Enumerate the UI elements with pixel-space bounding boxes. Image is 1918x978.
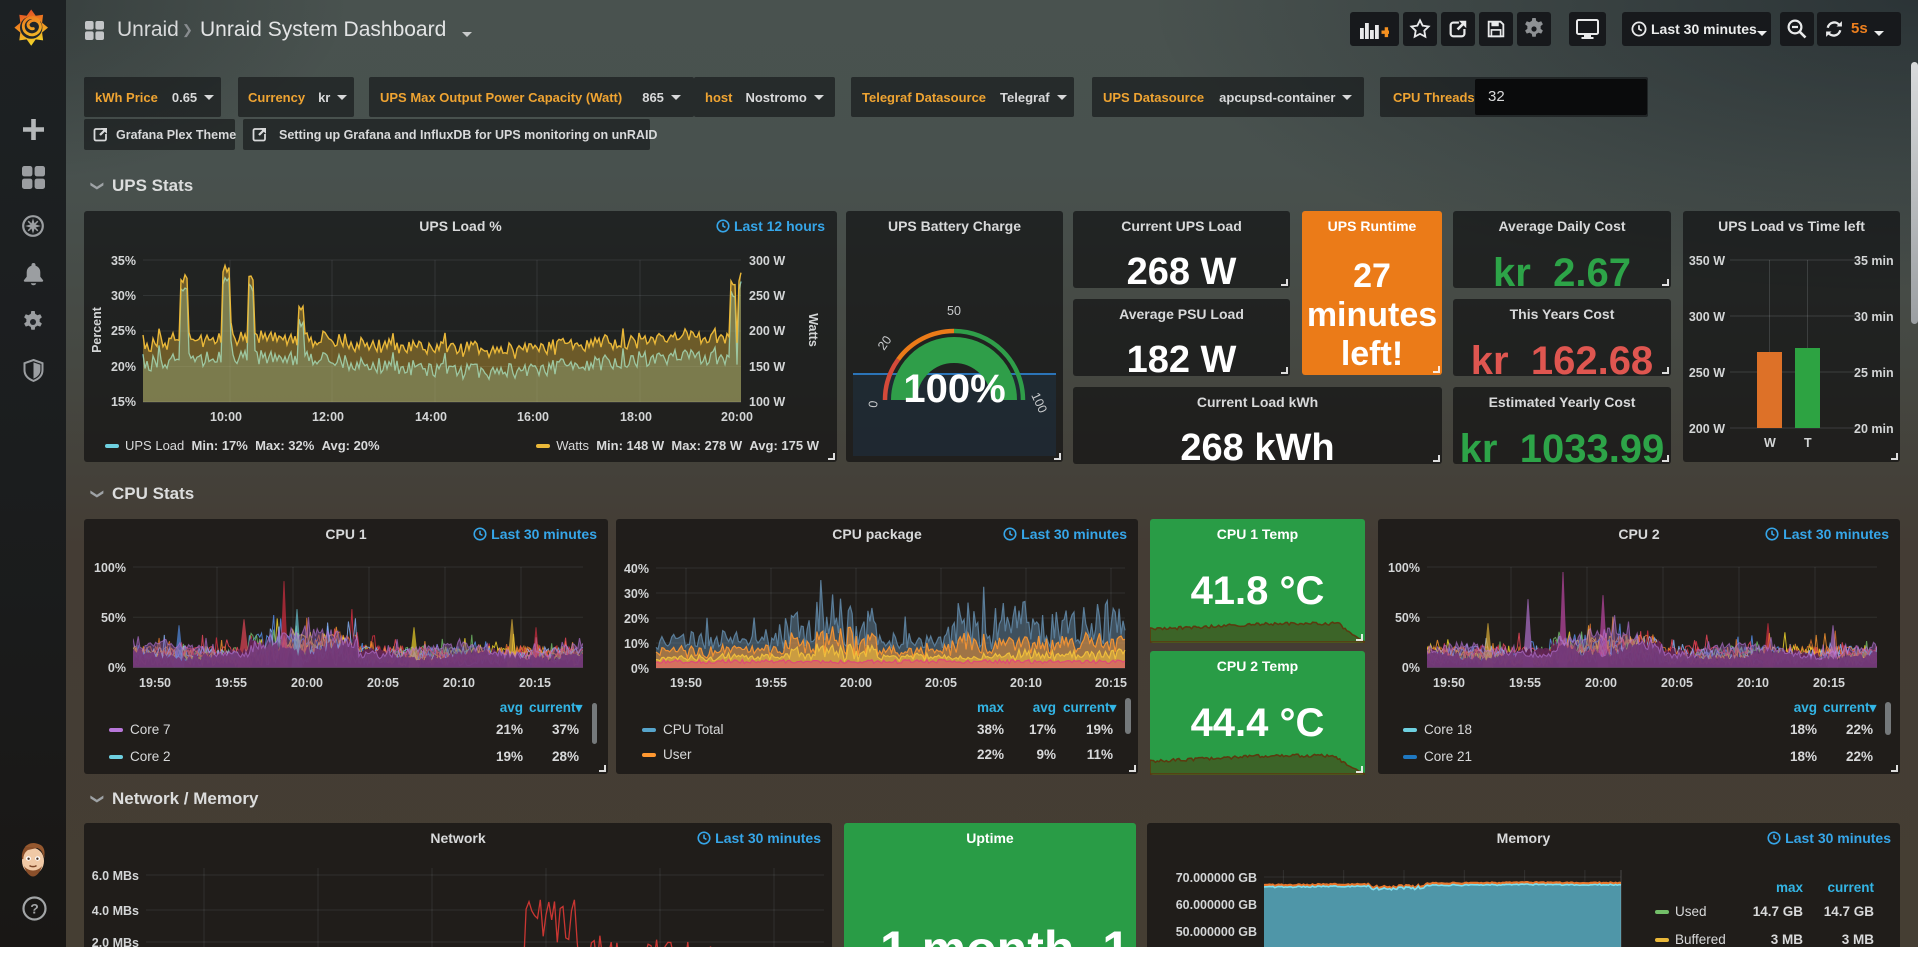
svg-text:?: ? xyxy=(30,901,39,917)
svg-text:20: 20 xyxy=(875,333,894,352)
svg-text:50: 50 xyxy=(947,304,961,318)
svg-text:0: 0 xyxy=(866,400,881,408)
